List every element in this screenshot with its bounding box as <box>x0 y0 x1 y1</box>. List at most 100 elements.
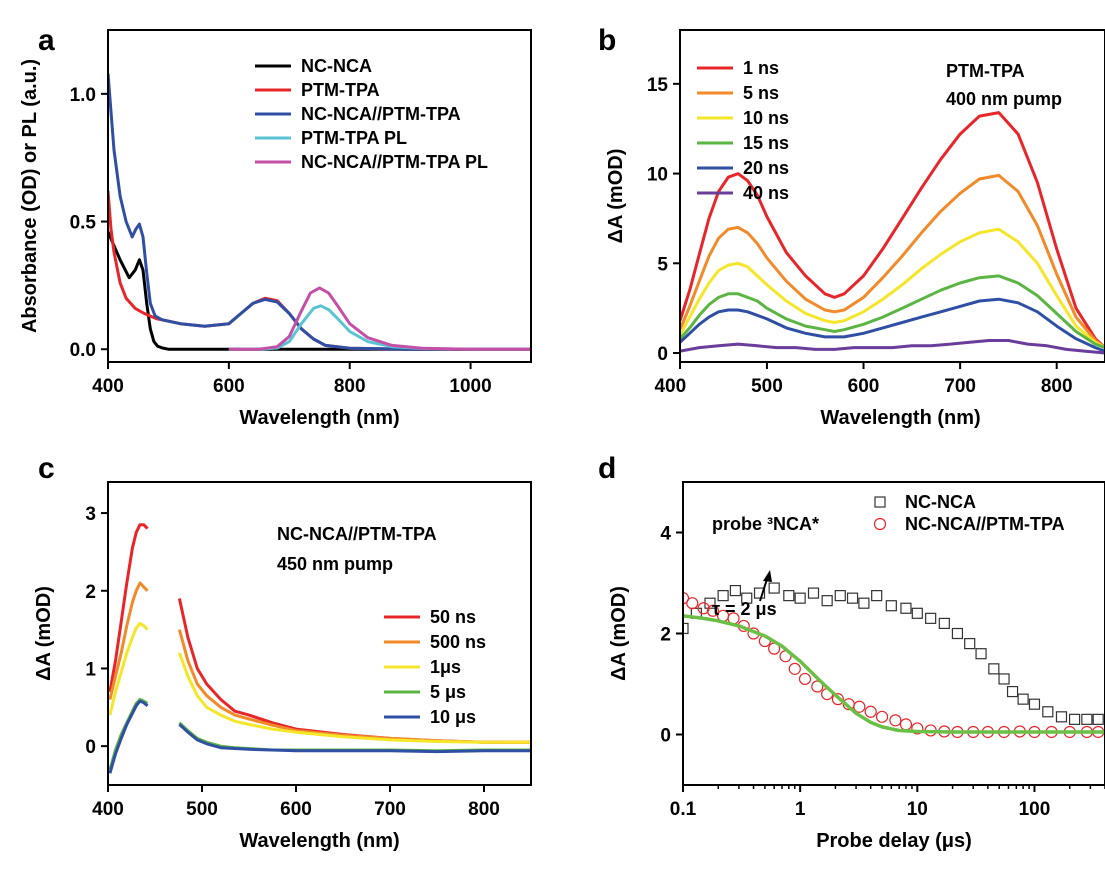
data-point <box>807 587 820 599</box>
y-tick-label: 0 <box>660 726 671 747</box>
y-tick-label: 3 <box>85 504 96 525</box>
y-tick-label: 0 <box>85 737 96 758</box>
data-point <box>686 597 699 610</box>
series-b-4 <box>680 297 1105 353</box>
x-tick-label: 1000 <box>449 376 491 397</box>
x-tick-label: 600 <box>848 376 880 397</box>
data-point <box>1042 706 1054 718</box>
data-point <box>788 662 801 675</box>
y-axis-label: ΔA (mOD) <box>608 586 630 681</box>
data-point <box>753 587 766 599</box>
y-axis-label: ΔA (mOD) <box>33 586 55 681</box>
legend-label: 20 ns <box>743 158 789 178</box>
plot-area-a <box>108 73 531 351</box>
y-tick-label: 2 <box>660 625 671 646</box>
panel-label-b: b <box>598 24 616 57</box>
series-d-0 <box>683 582 1104 725</box>
y-axis-label: Absorbance (OD) or PL (a.u.) <box>19 59 41 333</box>
y-tick-label: 1 <box>85 659 96 680</box>
series-b-5 <box>680 339 1105 355</box>
x-tick-label: 600 <box>213 376 245 397</box>
data-point <box>741 592 753 604</box>
data-point <box>871 590 883 602</box>
y-tick-label: 0 <box>657 344 668 365</box>
data-point <box>798 672 812 686</box>
annotation-c-0: NC-NCA//PTM-TPA <box>277 524 437 544</box>
panel-d: 0.1 1 10 100 0 2 4 Probe delay (μs) ΔA (mOD) d NC-… <box>598 452 1105 852</box>
data-point <box>900 602 912 614</box>
x-tick-label: 700 <box>374 799 406 820</box>
data-point <box>846 592 859 604</box>
legend-a: NC-NCA PTM-TPA NC-NCA//PTM-TPA PTM-TPA PL NC… <box>255 56 488 172</box>
x-tick-label: 10 <box>907 799 928 820</box>
y-axis-label: ΔA (mOD) <box>605 149 627 244</box>
series-b-1 <box>680 173 1105 349</box>
x-axis-label: Wavelength (nm) <box>239 830 399 852</box>
legend-label: NC-NCA//PTM-TPA <box>301 104 461 124</box>
series-a-4 <box>228 286 531 351</box>
legend-marker <box>873 517 887 531</box>
panel-label-d: d <box>598 452 616 485</box>
series-c-4-part-0 <box>108 699 149 774</box>
legend-label: NC-NCA//PTM-TPA PL <box>301 152 488 172</box>
data-point <box>811 680 824 693</box>
x-axis-label: Wavelength (nm) <box>239 407 399 429</box>
data-point <box>988 663 1000 675</box>
legend-label: 15 ns <box>743 133 789 153</box>
data-point <box>717 590 729 602</box>
legend-b: 1 ns 5 ns 10 ns 15 ns 20 ns 40 ns <box>697 58 789 203</box>
data-point <box>899 718 913 731</box>
x-tick-label: 0.1 <box>670 799 697 820</box>
annotation-c-1: 450 nm pump <box>277 554 393 574</box>
data-point <box>821 595 833 607</box>
x-tick-label: 600 <box>280 799 312 820</box>
y-tick-label: 10 <box>647 165 668 186</box>
data-point <box>858 597 870 609</box>
x-tick-label: 400 <box>654 376 686 397</box>
data-point <box>683 592 690 605</box>
data-point <box>683 622 689 635</box>
series-d-2 <box>683 614 1105 734</box>
legend-label: 1μs <box>430 657 461 677</box>
x-tick-label: 500 <box>751 376 783 397</box>
data-point <box>783 590 795 602</box>
series-c-2-part-0 <box>108 621 149 716</box>
data-point <box>706 604 720 617</box>
data-point <box>1068 713 1081 725</box>
data-point <box>911 722 924 735</box>
x-tick-label: 800 <box>468 799 500 820</box>
x-axis-label: Wavelength (nm) <box>820 407 980 429</box>
y-tick-label: 15 <box>647 75 669 96</box>
legend-label: 1 ns <box>743 58 779 78</box>
data-point <box>794 592 806 604</box>
data-point <box>964 637 976 650</box>
legend-label: 10 μs <box>430 707 476 727</box>
annotation-d-0: probe ³NCA* <box>712 514 819 534</box>
data-point <box>951 627 964 640</box>
legend-label: 40 ns <box>743 183 789 203</box>
y-tick-label: 5 <box>657 254 668 275</box>
data-point <box>1081 713 1093 725</box>
data-point <box>1028 698 1041 710</box>
x-tick-label: 400 <box>92 376 124 397</box>
data-point <box>729 584 741 597</box>
series-a-1 <box>108 190 531 351</box>
plot-area-d <box>683 582 1105 739</box>
annotation-d-1: τ = 2 μs <box>712 599 777 619</box>
series-a-2 <box>108 73 531 351</box>
x-tick-label: 800 <box>334 376 366 397</box>
series-c-0-part-0 <box>108 523 149 693</box>
series-c-4-part-1 <box>178 723 531 754</box>
data-point <box>875 710 889 723</box>
legend-marker <box>874 496 886 508</box>
data-point <box>768 582 780 594</box>
legend-label: NC-NCA <box>905 492 976 512</box>
panel-b: 400 500 600 700 800 0 5 10 15 Wavelength (nm) ΔA (… <box>598 24 1105 429</box>
legend-label: 10 ns <box>743 108 789 128</box>
x-axis-label: Probe delay (μs) <box>816 830 972 852</box>
panel-label-a: a <box>38 24 55 57</box>
legend-label: NC-NCA <box>301 56 372 76</box>
x-tick-label: 100 <box>1019 799 1051 820</box>
